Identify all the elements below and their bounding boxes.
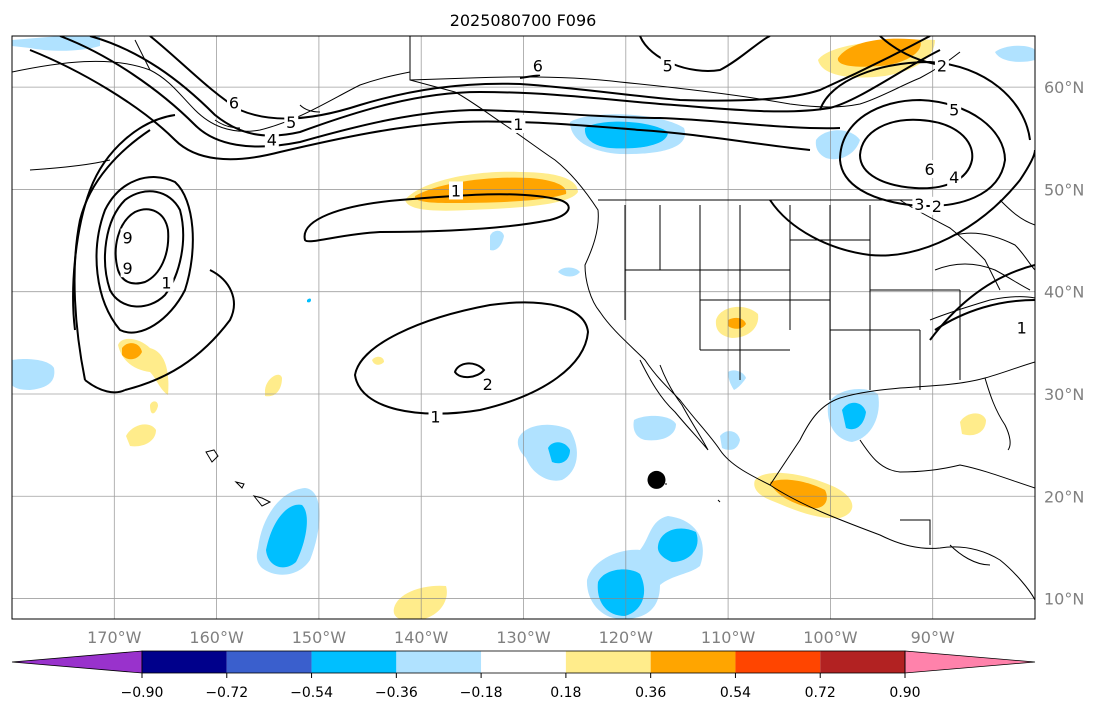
lat-tick-label: 10°N [1044, 590, 1084, 609]
lon-tick-label: 170°W [87, 628, 142, 647]
contour-label-bg [226, 93, 241, 112]
contour-label-bg [530, 56, 545, 75]
lat-tick-label: 20°N [1044, 487, 1084, 506]
lat-lon-gridlines [12, 36, 1035, 619]
contour-label: 6 [533, 57, 543, 76]
lon-tick-label: 160°W [189, 628, 244, 647]
colorbar-tick-label: 0.36 [635, 685, 666, 701]
contour-label-bg [929, 196, 944, 215]
contour-label-bg [120, 259, 135, 278]
colorbar-bin [396, 651, 482, 673]
negative-anomaly-shading [12, 36, 1035, 619]
colorbar-extend-high [904, 650, 1036, 674]
contour-label: 2 [937, 57, 947, 76]
colorbar-tick-label: −0.54 [290, 685, 333, 701]
colorbar-tick-label: −0.72 [205, 685, 248, 701]
lon-tick-label: 150°W [292, 628, 347, 647]
longitude-tick-labels: 170°W 160°W 150°W 140°W 130°W 120°W 110°W 100°W… [87, 628, 955, 647]
map-title: 2025080700 F096 [450, 11, 597, 30]
contour-label-bg [934, 56, 949, 75]
contour-label: 1 [513, 115, 523, 134]
contour-label-bg [120, 228, 135, 247]
colorbar-tick-label: −0.36 [375, 685, 418, 701]
lon-tick-label: 140°W [394, 628, 449, 647]
contour-label: 4 [267, 130, 277, 149]
lon-tick-label: 110°W [701, 628, 756, 647]
contour-label-bg [660, 56, 675, 75]
colorbar-bin [226, 651, 312, 673]
contour-label: 5 [949, 101, 959, 120]
lat-tick-label: 60°N [1044, 78, 1084, 97]
colorbar-tick-label: −0.18 [460, 685, 503, 701]
latitude-tick-labels: 60°N 50°N 40°N 30°N 20°N 10°N [1044, 78, 1084, 608]
colorbar-tick-label: −0.90 [121, 685, 164, 701]
location-marker [647, 470, 666, 489]
contour-label: 9 [123, 259, 133, 278]
contour-label: 4 [949, 168, 959, 187]
lon-tick-label: 90°W [911, 628, 955, 647]
colorbar-tick-label: 0.72 [805, 685, 836, 701]
colorbar-bin [311, 651, 397, 673]
contour-label-bg [284, 112, 299, 131]
contour-label: 2 [483, 375, 493, 394]
colorbar-tick-label: 0.54 [720, 685, 751, 701]
contour-label: 9 [123, 229, 133, 248]
colorbar-bin [565, 651, 651, 673]
colorbar: −0.90 −0.72 −0.54 −0.36 −0.18 0.18 0.36 0.54 0.7… [11, 650, 1036, 701]
contour-label: 6 [925, 160, 935, 179]
contour-label-bg [511, 114, 526, 133]
contour-lines [29, 36, 1035, 415]
contour-label-bg [922, 159, 937, 178]
contour-label: 3 [914, 195, 924, 214]
contour-label-bg [448, 181, 463, 200]
contour-label: 6 [229, 94, 239, 113]
contour-label-bg [912, 194, 927, 213]
contour-label-bg [947, 100, 962, 119]
colorbar-bin [142, 651, 227, 673]
lon-tick-label: 120°W [599, 628, 654, 647]
contour-label: 1 [451, 181, 461, 200]
colorbar-tick-label: 0.90 [889, 685, 920, 701]
contour-label: 5 [663, 57, 673, 76]
lat-tick-label: 30°N [1044, 385, 1084, 404]
colorbar-bin [735, 651, 821, 673]
colorbar-bin [481, 651, 566, 673]
lon-tick-label: 100°W [803, 628, 858, 647]
contour-label-bg [480, 374, 495, 393]
colorbar-bin [820, 651, 905, 673]
colorbar-extend-low [11, 650, 143, 674]
contour-label-bg [264, 130, 279, 149]
contour-label: 1 [430, 408, 440, 427]
colorbar-tick-label: 0.18 [550, 685, 581, 701]
colorbar-frame [141, 650, 906, 674]
lon-tick-label: 130°W [496, 628, 551, 647]
contour-label-bg [159, 273, 174, 292]
contour-label: 5 [286, 113, 296, 132]
lat-tick-label: 50°N [1044, 180, 1084, 199]
contour-label-bg [428, 407, 443, 426]
contour-label-bg [1014, 318, 1029, 337]
lat-tick-label: 40°N [1044, 283, 1084, 302]
contour-label: 1 [1017, 319, 1027, 338]
contour-label: 1 [161, 274, 171, 293]
contour-label: 2 [932, 197, 942, 216]
colorbar-bin [650, 651, 736, 673]
contour-label-bg [947, 168, 962, 187]
